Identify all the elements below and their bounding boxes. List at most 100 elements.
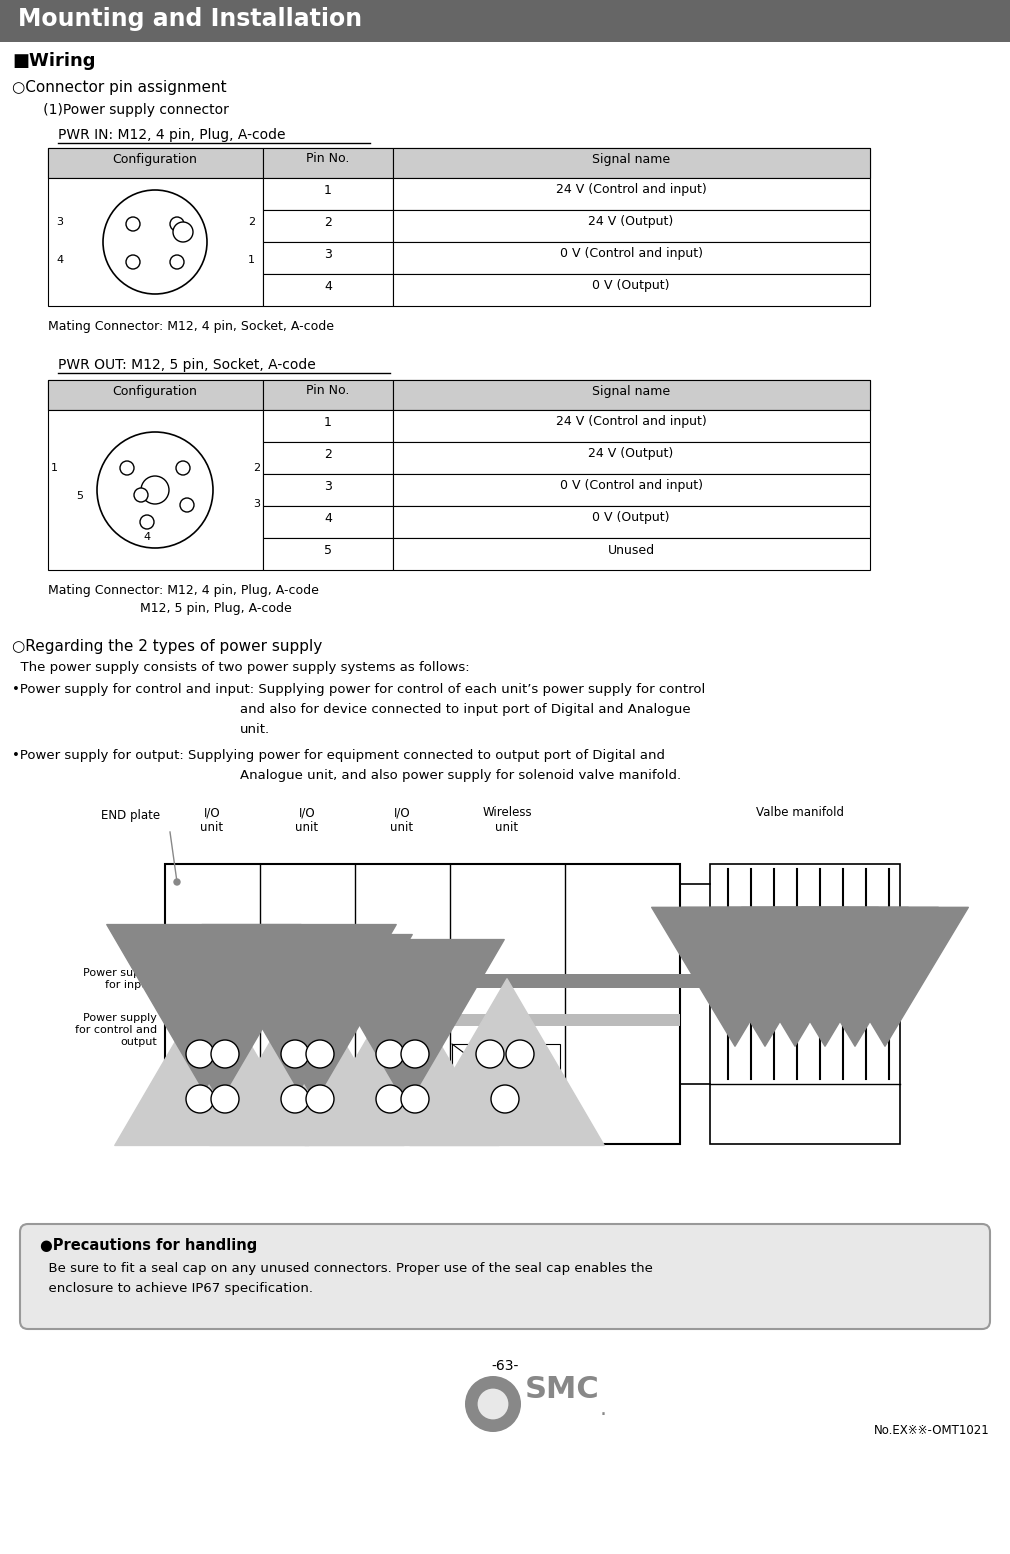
Bar <box>263 441 393 474</box>
Bar <box>393 474 870 507</box>
Text: 0 V (Control and input): 0 V (Control and input) <box>560 480 703 493</box>
Text: Be sure to fit a seal cap on any unused connectors. Proper use of the seal cap e: Be sure to fit a seal cap on any unused … <box>40 1262 652 1274</box>
Text: Power supply
for inpurt: Power supply for inpurt <box>83 968 157 990</box>
Bar <box>452 1044 560 1124</box>
Text: 24 V (Control and input): 24 V (Control and input) <box>556 415 706 429</box>
Text: I/O
unit: I/O unit <box>391 807 413 834</box>
Text: •Power supply for control and input: Supplying power for control of each unit’s : •Power supply for control and input: Sup… <box>12 684 705 696</box>
Text: 5: 5 <box>324 544 332 556</box>
Bar <box>48 381 870 410</box>
Text: 0 V (Output): 0 V (Output) <box>592 511 670 525</box>
Bar <box>710 974 900 988</box>
Bar <box>0 0 1010 42</box>
Circle shape <box>401 1040 429 1068</box>
Text: 0 V (Output): 0 V (Output) <box>592 280 670 292</box>
Bar <box>263 242 393 274</box>
Text: No.EX※※-OMT1021: No.EX※※-OMT1021 <box>875 1423 990 1437</box>
Circle shape <box>174 880 180 884</box>
Circle shape <box>120 462 134 476</box>
Circle shape <box>478 1389 508 1419</box>
Circle shape <box>376 1040 404 1068</box>
Text: 3: 3 <box>252 499 260 510</box>
Text: SMC: SMC <box>525 1375 600 1405</box>
Text: 2: 2 <box>247 218 255 227</box>
Text: unit.: unit. <box>240 723 270 737</box>
Text: ○Connector pin assignment: ○Connector pin assignment <box>12 79 226 95</box>
Text: Analogue unit, and also power supply for solenoid valve manifold.: Analogue unit, and also power supply for… <box>240 769 681 782</box>
Text: 2: 2 <box>252 463 260 472</box>
Circle shape <box>491 1085 519 1113</box>
Text: Pin No.: Pin No. <box>306 384 349 398</box>
Bar <box>393 148 870 179</box>
Text: Valbe manifold: Valbe manifold <box>756 807 844 819</box>
Bar <box>393 381 870 410</box>
Circle shape <box>506 1040 534 1068</box>
Text: Wireless
unit: Wireless unit <box>482 807 532 834</box>
Bar <box>263 507 393 538</box>
Bar <box>263 179 393 210</box>
Text: 4: 4 <box>143 531 150 542</box>
Bar <box>165 974 680 988</box>
Text: Unused: Unused <box>607 544 654 556</box>
Circle shape <box>465 1375 521 1431</box>
Bar <box>48 410 263 570</box>
Circle shape <box>141 476 169 503</box>
Bar <box>48 381 263 410</box>
Bar <box>393 210 870 242</box>
Text: PWR OUT: M12, 5 pin, Socket, A-code: PWR OUT: M12, 5 pin, Socket, A-code <box>58 357 316 371</box>
Circle shape <box>376 1085 404 1113</box>
Text: 4: 4 <box>324 511 332 525</box>
Bar <box>48 148 263 179</box>
Bar <box>393 410 870 441</box>
Circle shape <box>176 462 190 476</box>
Text: Signal name: Signal name <box>592 384 670 398</box>
Text: ●Precautions for handling: ●Precautions for handling <box>40 1239 258 1253</box>
Text: 1: 1 <box>324 183 332 196</box>
Bar <box>263 410 393 441</box>
Circle shape <box>476 1040 504 1068</box>
Text: 1: 1 <box>248 255 255 266</box>
Bar <box>263 381 393 410</box>
Text: •Power supply for output: Supplying power for equipment connected to output port: •Power supply for output: Supplying powe… <box>12 749 665 761</box>
Bar <box>393 441 870 474</box>
Text: 3: 3 <box>56 218 63 227</box>
Text: ○Regarding the 2 types of power supply: ○Regarding the 2 types of power supply <box>12 639 322 654</box>
Circle shape <box>103 190 207 294</box>
Text: Configuration: Configuration <box>112 152 197 165</box>
Text: 24 V (Control and input): 24 V (Control and input) <box>556 183 706 196</box>
Bar <box>263 210 393 242</box>
Text: ■Wiring: ■Wiring <box>12 51 96 70</box>
Circle shape <box>401 1085 429 1113</box>
Text: 1: 1 <box>324 415 332 429</box>
Bar <box>48 179 263 306</box>
Bar <box>393 538 870 570</box>
Circle shape <box>126 218 140 232</box>
Circle shape <box>180 497 194 511</box>
Text: Mating Connector: M12, 4 pin, Plug, A-code: Mating Connector: M12, 4 pin, Plug, A-co… <box>48 584 319 597</box>
Circle shape <box>281 1085 309 1113</box>
Text: enclosure to achieve IP67 specification.: enclosure to achieve IP67 specification. <box>40 1282 313 1294</box>
Text: (1)Power supply connector: (1)Power supply connector <box>30 103 229 117</box>
Bar <box>165 864 680 1144</box>
Text: -63-: -63- <box>491 1360 519 1374</box>
Bar <box>263 538 393 570</box>
Bar <box>263 148 393 179</box>
Text: 2: 2 <box>324 448 332 460</box>
Text: 24 V (Output): 24 V (Output) <box>589 448 674 460</box>
Circle shape <box>211 1085 239 1113</box>
Text: Pin No.: Pin No. <box>306 152 349 165</box>
Bar <box>48 148 870 179</box>
Circle shape <box>186 1040 214 1068</box>
Text: The power supply consists of two power supply systems as follows:: The power supply consists of two power s… <box>12 660 470 674</box>
Text: I/O
unit: I/O unit <box>200 807 223 834</box>
Text: Mating Connector: M12, 4 pin, Socket, A-code: Mating Connector: M12, 4 pin, Socket, A-… <box>48 320 334 333</box>
Text: PWR IN: M12, 4 pin, Plug, A-code: PWR IN: M12, 4 pin, Plug, A-code <box>58 127 286 141</box>
Bar <box>710 864 900 1144</box>
Circle shape <box>186 1085 214 1113</box>
Circle shape <box>211 1040 239 1068</box>
Text: 2: 2 <box>324 216 332 228</box>
Text: Power supply
for control and
output: Power supply for control and output <box>75 1013 157 1046</box>
Text: Configuration: Configuration <box>112 384 197 398</box>
Text: END plate: END plate <box>101 810 160 822</box>
Circle shape <box>281 1040 309 1068</box>
